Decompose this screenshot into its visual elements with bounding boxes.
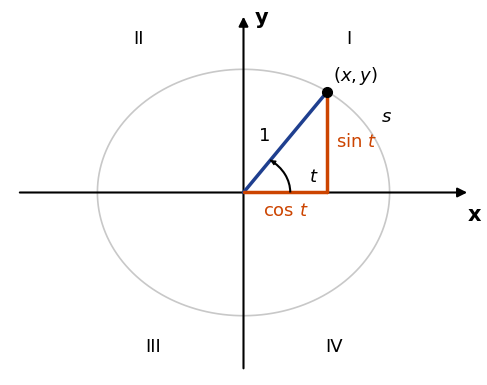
- Text: $t$: $t$: [309, 168, 319, 186]
- Text: 1: 1: [259, 127, 271, 145]
- Text: $\mathbf{x}$: $\mathbf{x}$: [467, 205, 482, 225]
- Text: $\mathbf{y}$: $\mathbf{y}$: [254, 10, 269, 30]
- Text: III: III: [145, 338, 161, 355]
- Text: $s$: $s$: [380, 108, 392, 126]
- Text: IV: IV: [325, 338, 343, 355]
- Text: cos $t$: cos $t$: [262, 203, 308, 220]
- Text: sin $t$: sin $t$: [336, 133, 377, 151]
- Text: $(x, y)$: $(x, y)$: [333, 65, 378, 87]
- Text: II: II: [133, 30, 144, 47]
- Text: I: I: [346, 30, 351, 47]
